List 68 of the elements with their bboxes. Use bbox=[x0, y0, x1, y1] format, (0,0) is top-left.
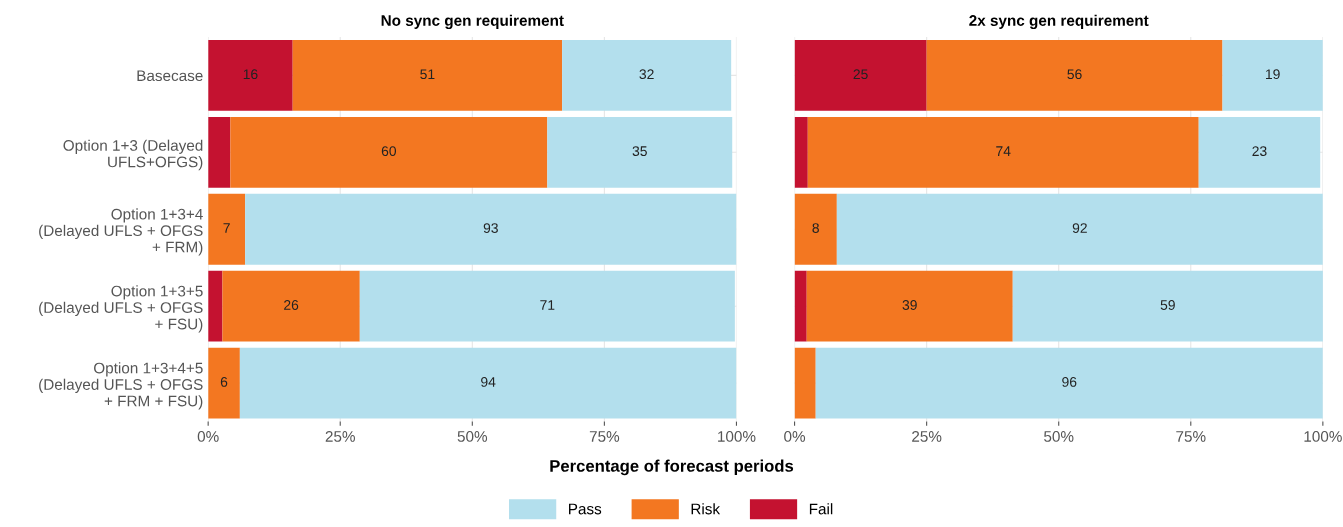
y-tick-label: Option 1+3 (Delayed UFLS+OFGS) bbox=[63, 139, 203, 171]
data-label: 26 bbox=[284, 300, 299, 310]
data-label: 32 bbox=[639, 69, 654, 80]
bar bbox=[794, 347, 816, 419]
x-tick-label: 100% bbox=[718, 431, 756, 442]
data-label: 93 bbox=[483, 223, 498, 233]
data-label: 71 bbox=[540, 300, 555, 310]
y-tick-label: Option 1+3+4 (Delayed UFLS + OFGS + FRM) bbox=[39, 208, 203, 256]
data-label: 56 bbox=[1067, 69, 1082, 80]
bar bbox=[926, 39, 1223, 111]
data-label: 6 bbox=[220, 377, 228, 387]
x-tick-label: 0% bbox=[784, 431, 806, 442]
bar bbox=[794, 270, 807, 342]
data-label: 74 bbox=[996, 146, 1011, 156]
bar bbox=[359, 270, 735, 342]
data-label: 8 bbox=[812, 223, 819, 233]
x-tick-label: 25% bbox=[325, 431, 355, 442]
data-label: 7 bbox=[223, 223, 230, 233]
bar bbox=[815, 347, 1323, 419]
data-label: 39 bbox=[902, 300, 917, 310]
bar bbox=[1222, 39, 1323, 111]
bar bbox=[794, 193, 837, 265]
bar bbox=[245, 193, 737, 265]
data-label: 59 bbox=[1160, 300, 1175, 310]
x-tick-label: 25% bbox=[912, 431, 942, 442]
legend-label: Risk bbox=[691, 503, 721, 515]
x-tick-label: 0% bbox=[197, 431, 219, 442]
data-label: 60 bbox=[381, 146, 397, 157]
chart-title: No sync gen requirement bbox=[381, 14, 564, 30]
x-tick-label: 75% bbox=[589, 431, 620, 442]
bar bbox=[794, 39, 927, 111]
bar bbox=[208, 193, 246, 265]
bar bbox=[806, 270, 1013, 342]
x-tick-label: 50% bbox=[457, 431, 488, 442]
data-label: 35 bbox=[632, 146, 647, 157]
data-label: 25 bbox=[853, 69, 868, 80]
data-label: 19 bbox=[1266, 69, 1280, 80]
x-tick-label: 100% bbox=[1304, 431, 1342, 442]
x-axis-title: Percentage of forecast periods bbox=[550, 459, 794, 476]
y-tick-label: Option 1+3+4+5 (Delayed UFLS + OFGS + FRM + FSU) bbox=[39, 362, 203, 410]
legend-label: Fail bbox=[809, 503, 833, 515]
bar bbox=[239, 347, 737, 419]
bar bbox=[1198, 116, 1321, 188]
bar bbox=[807, 116, 1199, 188]
bar bbox=[222, 270, 360, 342]
chart-title: 2x sync gen requirement bbox=[969, 14, 1149, 30]
bar bbox=[208, 270, 223, 342]
bar bbox=[1012, 270, 1323, 342]
y-tick-label: Basecase bbox=[137, 70, 203, 82]
bar bbox=[836, 193, 1323, 265]
data-label: 94 bbox=[481, 377, 496, 387]
bar bbox=[292, 39, 563, 111]
legend-label: Pass bbox=[569, 503, 602, 515]
bar bbox=[208, 347, 240, 419]
data-label: 92 bbox=[1072, 223, 1087, 233]
bar bbox=[208, 39, 293, 111]
data-label: 23 bbox=[1252, 146, 1267, 157]
bar bbox=[562, 39, 732, 111]
data-label: 51 bbox=[420, 69, 435, 80]
bar bbox=[208, 116, 231, 188]
bar bbox=[794, 116, 808, 188]
y-tick-label: Option 1+3+5 (Delayed UFLS + OFGS + FSU) bbox=[39, 285, 203, 333]
bar bbox=[547, 116, 733, 188]
bar bbox=[230, 116, 548, 188]
x-tick-label: 50% bbox=[1044, 431, 1074, 442]
data-label: 96 bbox=[1062, 377, 1077, 387]
x-tick-label: 75% bbox=[1176, 431, 1206, 442]
data-label: 16 bbox=[243, 69, 258, 80]
